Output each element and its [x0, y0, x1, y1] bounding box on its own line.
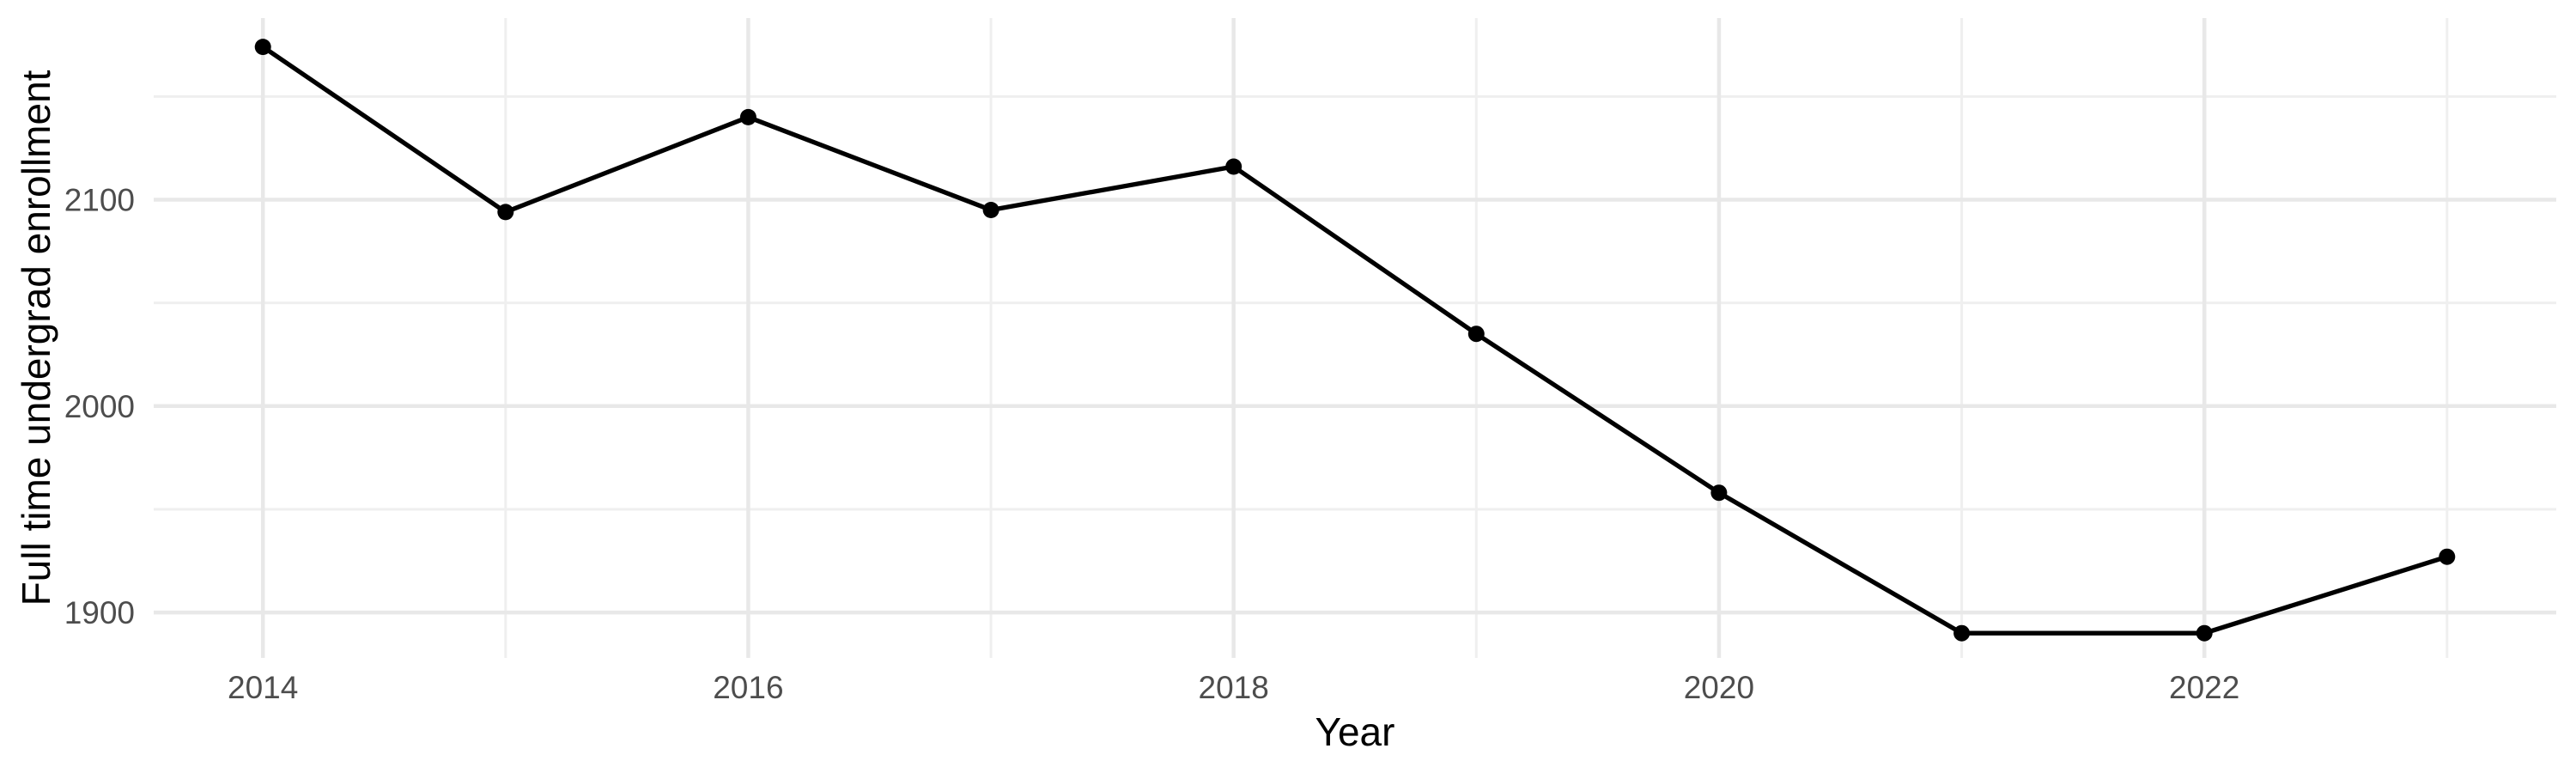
data-series: [254, 39, 2456, 642]
gridlines-major: [154, 18, 2556, 658]
y-tick-label: 1900: [64, 595, 135, 630]
x-axis-tick-labels: 2014 2016 2018 2020 2022: [228, 670, 2239, 705]
data-point: [497, 204, 514, 221]
x-tick-label: 2020: [1684, 670, 1754, 705]
series-line: [261, 45, 2448, 636]
x-tick-label: 2014: [228, 670, 298, 705]
data-point: [2196, 624, 2213, 642]
data-point: [1467, 326, 1485, 343]
data-point: [739, 108, 756, 125]
x-axis-title: Year: [1315, 709, 1395, 754]
y-axis-tick-labels: 1900 2000 2100: [64, 183, 135, 631]
x-tick-label: 2016: [713, 670, 783, 705]
data-point: [1953, 624, 1971, 642]
data-point: [2439, 548, 2456, 565]
y-axis-title: Full time undergrad enrollment: [14, 70, 58, 606]
y-tick-label: 2000: [64, 389, 135, 424]
data-point: [982, 202, 999, 218]
data-point: [254, 39, 271, 56]
x-tick-label: 2022: [2169, 670, 2239, 705]
y-tick-label: 2100: [64, 183, 135, 218]
data-point: [1710, 484, 1728, 502]
gridlines-minor: [154, 18, 2556, 658]
x-tick-label: 2018: [1199, 670, 1269, 705]
data-point: [1225, 158, 1242, 175]
